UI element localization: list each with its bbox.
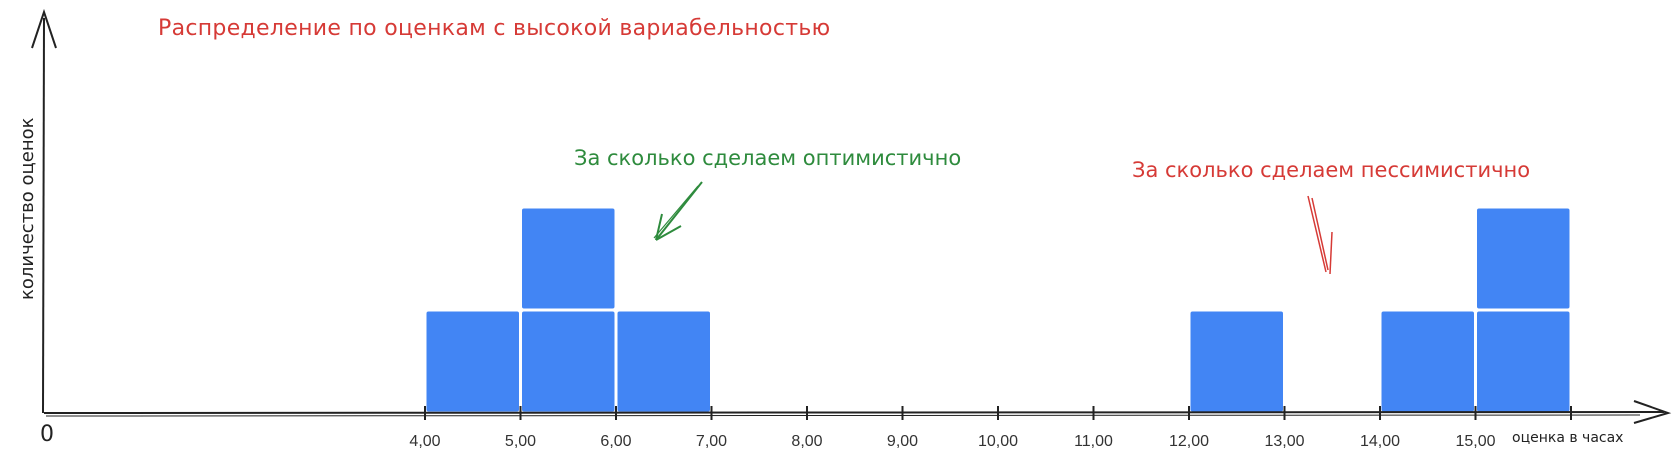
- histogram-bar: [1190, 311, 1283, 412]
- histogram-bar: [426, 311, 519, 412]
- histogram-bar: [617, 311, 710, 412]
- x-axis-line-sketch: [45, 414, 1641, 417]
- chart-title: Распределение по оценкам с высокой вариа…: [158, 16, 831, 41]
- x-axis-label: оценка в часах: [1512, 430, 1624, 446]
- x-tick-label: 12,00: [1169, 433, 1209, 450]
- x-tick-label: 8,00: [791, 433, 822, 450]
- histogram-bar: [522, 208, 615, 309]
- optimistic-arrow-icon: [653, 181, 703, 241]
- pessimistic-arrow-icon: [1307, 195, 1333, 275]
- x-tick-label: 7,00: [696, 433, 727, 450]
- x-tick-label: 10,00: [978, 433, 1018, 450]
- y-axis-arrow-icon: [31, 8, 57, 49]
- x-tick-label: 13,00: [1264, 433, 1304, 450]
- origin-label: 0: [40, 422, 54, 447]
- pessimistic-annotation: За сколько сделаем пессимистично: [1132, 158, 1531, 182]
- histogram-bar: [522, 311, 615, 412]
- x-tick-label: 11,00: [1074, 433, 1113, 450]
- x-tick-label: 9,00: [887, 433, 918, 450]
- axes-group: [31, 8, 1672, 424]
- x-tick-label: 5,00: [505, 433, 536, 450]
- x-axis-line: [43, 411, 1665, 414]
- optimistic-annotation: За сколько сделаем оптимистично: [574, 146, 962, 170]
- y-axis-line: [42, 17, 45, 414]
- x-tick-label: 14,00: [1360, 433, 1400, 450]
- x-tick-label: 4,00: [409, 433, 440, 450]
- histogram-bar: [1477, 208, 1570, 309]
- histogram-bar: [1381, 311, 1474, 412]
- ticks-group: 4,00 5,00 6,00 7,00 8,00 9,00 10,00 11,00 12,00 1…: [409, 406, 1572, 450]
- x-tick-label: 15,00: [1455, 433, 1495, 450]
- x-tick-label: 6,00: [600, 433, 631, 450]
- histogram-bar: [1477, 311, 1570, 412]
- bars-group: [426, 208, 1570, 412]
- x-axis-arrow-icon: [1633, 400, 1672, 424]
